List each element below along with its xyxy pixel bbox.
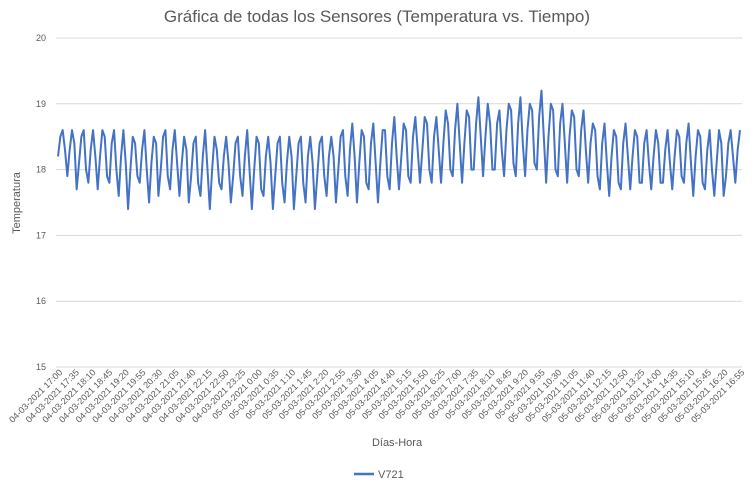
y-tick-label: 16 (36, 296, 46, 306)
gridlines (56, 37, 742, 368)
legend: V721 (354, 469, 404, 481)
y-tick-label: 20 (36, 33, 46, 43)
y-axis-ticks: 15 16 17 18 19 20 (36, 33, 46, 372)
y-tick-label: 17 (36, 230, 46, 240)
y-axis-label: Temperatura (11, 171, 23, 234)
y-tick-label: 15 (36, 362, 46, 372)
x-axis-label: Días-Hora (372, 437, 423, 449)
y-tick-label: 19 (36, 99, 46, 109)
series-line-v721 (57, 89, 741, 211)
chart-title: Gráfica de todas los Sensores (Temperatu… (164, 7, 590, 26)
y-tick-label: 18 (36, 165, 46, 175)
legend-entry-v721: V721 (378, 469, 404, 481)
